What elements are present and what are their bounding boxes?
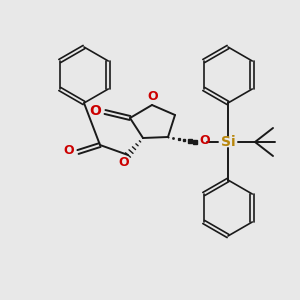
Text: O: O	[199, 134, 210, 148]
Text: O: O	[89, 104, 101, 118]
Text: O: O	[64, 145, 74, 158]
Text: O: O	[148, 89, 158, 103]
Text: O: O	[119, 157, 129, 169]
Text: Si: Si	[221, 135, 235, 149]
